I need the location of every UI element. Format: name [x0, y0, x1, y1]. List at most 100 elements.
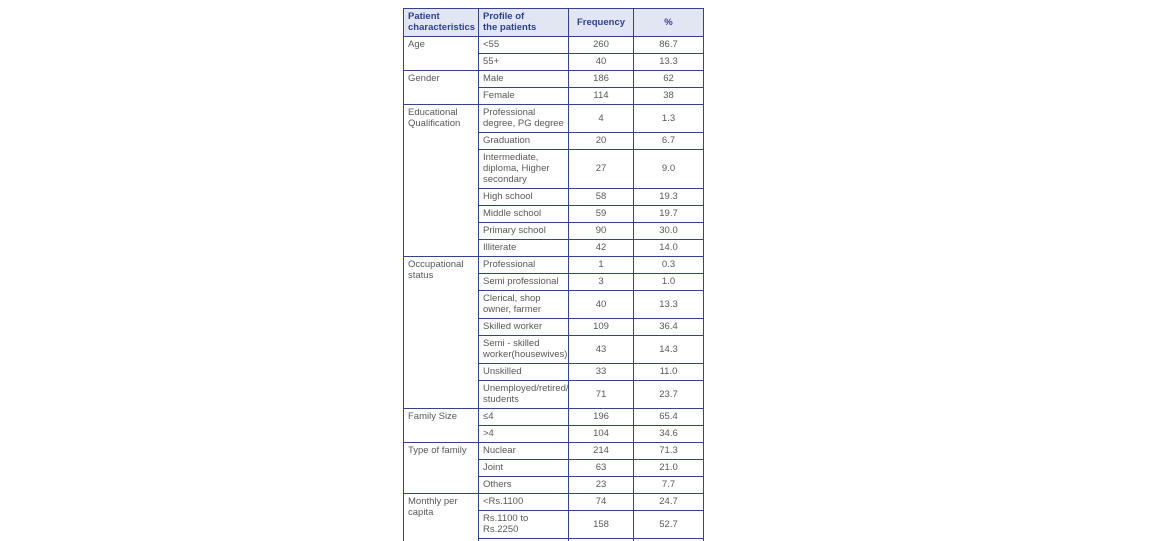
profile-cell: Others	[478, 476, 569, 494]
frequency-cell: 114	[568, 87, 634, 105]
table-row: >Rs.22506822.6	[404, 538, 704, 541]
frequency-cell: 196	[568, 408, 634, 426]
percent-cell: 38	[633, 87, 704, 105]
frequency-cell: 59	[568, 205, 634, 223]
profile-cell: Illiterate	[478, 239, 569, 257]
profile-cell: Joint	[478, 459, 569, 477]
frequency-cell: 90	[568, 222, 634, 240]
table-row: Semi - skilled worker(housewives) 43 14.3	[404, 335, 704, 364]
table-row: Type of family Nuclear 214 71.3	[403, 442, 704, 494]
profile-cell: Skilled worker	[478, 318, 569, 336]
percent-cell: 34.6	[633, 425, 704, 443]
table-row: Intermediate, diploma, Higher secondary 2…	[404, 149, 704, 189]
percent-cell: 23.7	[633, 380, 704, 409]
frequency-cell: 40	[568, 53, 634, 71]
profile-cell: Primary school	[478, 222, 569, 240]
frequency-cell: 71	[568, 380, 634, 409]
frequency-cell: 109	[568, 318, 634, 336]
frequency-cell: 1	[568, 256, 634, 274]
percent-cell: 9.0	[633, 149, 704, 189]
table-row: Primary school 90 30.0	[404, 222, 704, 240]
frequency-cell: 40	[568, 290, 634, 319]
profile-cell: >4	[478, 425, 569, 443]
profile-cell: Rs.1100 to Rs.2250	[478, 510, 569, 539]
table-row: Occupational status Professional 1 0.3	[403, 256, 704, 409]
frequency-cell: 214	[568, 442, 634, 460]
percent-cell: 36.4	[633, 318, 704, 336]
profile-cell: Graduation	[478, 132, 569, 150]
profile-cell: High school	[478, 188, 569, 206]
profile-cell: Professional degree, PG degree	[478, 104, 569, 133]
frequency-cell: 20	[568, 132, 634, 150]
percent-cell: 13.3	[633, 290, 704, 319]
frequency-cell: 4	[568, 104, 634, 133]
percent-cell: 71.3	[633, 442, 704, 460]
profile-cell: Unskilled	[478, 363, 569, 381]
table-row: Semi professional 3 1.0	[404, 273, 704, 291]
table-header-row: Patient characteristics Profile of the p…	[403, 8, 704, 37]
table-row: Gender Male 186 62	[403, 70, 704, 105]
table-header: Patient characteristics Profile of the p…	[403, 8, 704, 37]
profile-cell: Clerical, shop owner, farmer	[478, 290, 569, 319]
table-row: Unskilled 33 11.0	[404, 363, 704, 381]
profile-cell: 55+	[478, 53, 569, 71]
table-row: Illiterate 42 14.0	[404, 239, 704, 257]
table-row: High school 58 19.3	[404, 188, 704, 206]
frequency-cell: 74	[568, 493, 634, 511]
table-row: Family Size ≤4 196 65.4	[403, 408, 704, 443]
profile-cell: Professional	[478, 256, 569, 274]
frequency-cell: 27	[568, 149, 634, 189]
frequency-cell: 43	[568, 335, 634, 364]
characteristic-cell: Type of family	[403, 442, 479, 494]
frequency-cell: 42	[568, 239, 634, 257]
frequency-cell: 63	[568, 459, 634, 477]
table-row: Age <55 260 86.7	[403, 36, 704, 71]
table-figure: Patient characteristics Profile of the p…	[403, 8, 704, 541]
characteristic-cell: Family Size	[403, 408, 479, 443]
characteristic-cell: Occupational status	[403, 256, 479, 409]
percent-cell: 65.4	[633, 408, 704, 426]
table-row: Unemployed/retired/ students 71 23.7	[404, 380, 704, 409]
profile-cell: <Rs.1100	[478, 493, 569, 511]
profile-cell: Unemployed/retired/ students	[478, 380, 569, 409]
percent-cell: 14.0	[633, 239, 704, 257]
percent-cell: 11.0	[633, 363, 704, 381]
table-row: Joint 63 21.0	[404, 459, 704, 477]
percent-cell: 24.7	[633, 493, 704, 511]
table-row: Skilled worker 109 36.4	[404, 318, 704, 336]
percent-cell: 6.7	[633, 132, 704, 150]
column-header-percent: %	[633, 8, 704, 37]
characteristic-cell: Gender	[403, 70, 479, 105]
percent-cell: 14.3	[633, 335, 704, 364]
column-header-patient-characteristics: Patient characteristics	[403, 8, 479, 37]
percent-cell: 21.0	[633, 459, 704, 477]
percent-cell: 19.3	[633, 188, 704, 206]
percent-cell: 1.0	[633, 273, 704, 291]
table-row: Middle school 59 19.7	[404, 205, 704, 223]
percent-cell: 22.6	[633, 538, 704, 541]
percent-cell: 62	[633, 70, 704, 88]
table-body: Age <55 260 86.7 55+ 40 13.3 Gender Male 186 62 Fem…	[403, 36, 704, 541]
frequency-cell: 104	[568, 425, 634, 443]
profile-cell: Intermediate, diploma, Higher secondary	[478, 149, 569, 189]
frequency-cell: 260	[568, 36, 634, 54]
table-row: Others 23 7.7	[404, 476, 704, 494]
percent-cell: 13.3	[633, 53, 704, 71]
percent-cell: 52.7	[633, 510, 704, 539]
profile-cell: Female	[478, 87, 569, 105]
frequency-cell: 158	[568, 510, 634, 539]
tb-patients-profile-table: Patient characteristics Profile of the p…	[403, 8, 704, 541]
profile-cell: Semi - skilled worker(housewives)	[478, 335, 569, 364]
table-row: Educational Qualification Professional de…	[403, 104, 704, 257]
profile-cell: Nuclear	[478, 442, 569, 460]
table-row: Clerical, shop owner, farmer 40 13.3	[404, 290, 704, 319]
column-header-profile: Profile of the patients	[478, 8, 569, 37]
table-row: Rs.1100 to Rs.2250 158 52.7	[404, 510, 704, 539]
percent-cell: 30.0	[633, 222, 704, 240]
profile-cell: Middle school	[478, 205, 569, 223]
characteristic-cell: Educational Qualification	[403, 104, 479, 257]
frequency-cell: 3	[568, 273, 634, 291]
column-header-frequency: Frequency	[568, 8, 634, 37]
profile-cell: ≤4	[478, 408, 569, 426]
